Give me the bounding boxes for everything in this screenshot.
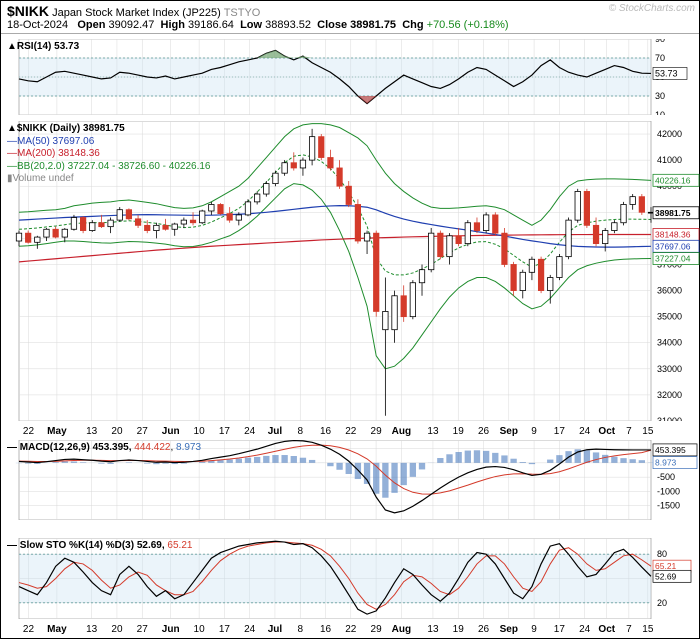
x-tick: 26 [478, 426, 489, 437]
x-tick: 22 [23, 624, 34, 635]
high-label: High [161, 19, 185, 31]
x-tick: 17 [219, 426, 230, 437]
svg-text:38148.36: 38148.36 [655, 230, 691, 240]
instrument-name: Japan Stock Market Index (JP225) [52, 7, 221, 19]
x-tick: 24 [579, 624, 590, 635]
x-tick: 26 [478, 624, 489, 635]
x-tick: May [47, 624, 66, 635]
x-tick: 8 [297, 426, 303, 437]
x-tick: 22 [23, 426, 34, 437]
x-tick: 19 [453, 624, 464, 635]
svg-text:10: 10 [655, 110, 665, 115]
x-tick: 19 [453, 426, 464, 437]
x-tick: May [47, 426, 66, 437]
x-tick: 7 [626, 624, 632, 635]
x-tick: 22 [345, 624, 356, 635]
close-value: 38981.75 [350, 19, 396, 31]
panel-legend: ▲RSI(14) 53.73 [7, 41, 79, 52]
svg-text:453.395: 453.395 [655, 445, 686, 455]
svg-text:80: 80 [657, 549, 667, 559]
x-tick: 13 [427, 426, 438, 437]
x-tick: Sep [500, 624, 518, 635]
svg-text:35000: 35000 [657, 312, 682, 322]
ohlc-row: 18-Oct-2024 Open 39092.47 High 39186.64 … [7, 19, 693, 31]
open-value: 39092.47 [109, 19, 155, 31]
svg-text:8.973: 8.973 [655, 458, 677, 468]
exchange: TSTYO [224, 7, 261, 19]
ticker-symbol: $NIKK [7, 3, 49, 19]
x-tick: 13 [86, 624, 97, 635]
panel-legend: — Slow STO %K(14) %D(3) 52.69, 65.21 [7, 540, 192, 551]
x-tick: 24 [244, 624, 255, 635]
x-tick: 10 [194, 624, 205, 635]
chart-header: $NIKK Japan Stock Market Index (JP225) T… [1, 1, 699, 34]
x-tick: 24 [579, 426, 590, 437]
svg-text:90: 90 [655, 39, 665, 44]
svg-text:36000: 36000 [657, 286, 682, 296]
panel-legend: — MACD(12,26,9) 453.395, 444.422, 8.973 [7, 442, 201, 453]
svg-text:34000: 34000 [657, 338, 682, 348]
svg-text:40226.16: 40226.16 [655, 175, 691, 185]
x-tick: 16 [320, 426, 331, 437]
svg-text:-1000: -1000 [657, 486, 680, 496]
svg-text:70: 70 [655, 53, 665, 63]
svg-text:-500: -500 [657, 472, 675, 482]
svg-text:53.73: 53.73 [655, 68, 678, 78]
x-tick: 16 [320, 624, 331, 635]
x-tick: 10 [194, 426, 205, 437]
x-tick: 20 [111, 624, 122, 635]
svg-text:42000: 42000 [657, 129, 682, 139]
date: 18-Oct-2024 [7, 19, 68, 31]
x-tick: 29 [371, 426, 382, 437]
x-tick: 13 [86, 426, 97, 437]
x-tick: 17 [554, 426, 565, 437]
x-tick: Sep [500, 426, 518, 437]
x-tick: Oct [598, 426, 615, 437]
x-tick: 17 [554, 624, 565, 635]
x-tick: 9 [531, 624, 537, 635]
svg-text:32000: 32000 [657, 390, 682, 400]
x-tick: Aug [392, 426, 411, 437]
high-value: 39186.64 [188, 19, 234, 31]
x-tick: 9 [531, 426, 537, 437]
x-tick: 24 [244, 426, 255, 437]
open-label: Open [77, 19, 105, 31]
x-tick: Aug [392, 624, 411, 635]
x-tick: 7 [626, 426, 632, 437]
attribution-text: © StockCharts.com [609, 3, 695, 14]
stock-chart: © StockCharts.com $NIKK Japan Stock Mark… [0, 0, 700, 639]
svg-text:37227.04: 37227.04 [655, 254, 691, 264]
x-tick: Jul [268, 624, 282, 635]
x-tick: 29 [371, 624, 382, 635]
svg-text:52.69: 52.69 [655, 571, 677, 581]
low-label: Low [240, 19, 262, 31]
svg-text:20: 20 [657, 598, 667, 608]
x-tick: 27 [137, 624, 148, 635]
svg-text:38981.75: 38981.75 [655, 208, 691, 218]
x-tick: 20 [111, 426, 122, 437]
close-label: Close [317, 19, 347, 31]
x-tick: 15 [642, 624, 653, 635]
x-tick: Jun [162, 426, 180, 437]
low-value: 38893.52 [265, 19, 311, 31]
x-tick: Jul [268, 426, 282, 437]
x-tick: Jun [162, 624, 180, 635]
x-tick: 13 [427, 624, 438, 635]
chg-value: +70.56 [427, 19, 461, 31]
svg-text:30: 30 [655, 91, 665, 101]
chg-label: Chg [402, 19, 423, 31]
x-tick: 27 [137, 426, 148, 437]
chg-pct: (+0.18%) [464, 19, 509, 31]
svg-text:65.21: 65.21 [655, 561, 677, 571]
svg-text:37697.06: 37697.06 [655, 241, 691, 251]
x-tick: 15 [642, 426, 653, 437]
panel-legend: ▲$NIKK (Daily) 38981.75—MA(50) 37697.06—… [7, 123, 210, 186]
svg-text:41000: 41000 [657, 155, 682, 165]
svg-text:-1500: -1500 [657, 501, 680, 511]
x-tick: 17 [219, 624, 230, 635]
x-tick: Oct [598, 624, 615, 635]
svg-text:33000: 33000 [657, 364, 682, 374]
x-tick: 8 [297, 624, 303, 635]
x-tick: 22 [345, 426, 356, 437]
